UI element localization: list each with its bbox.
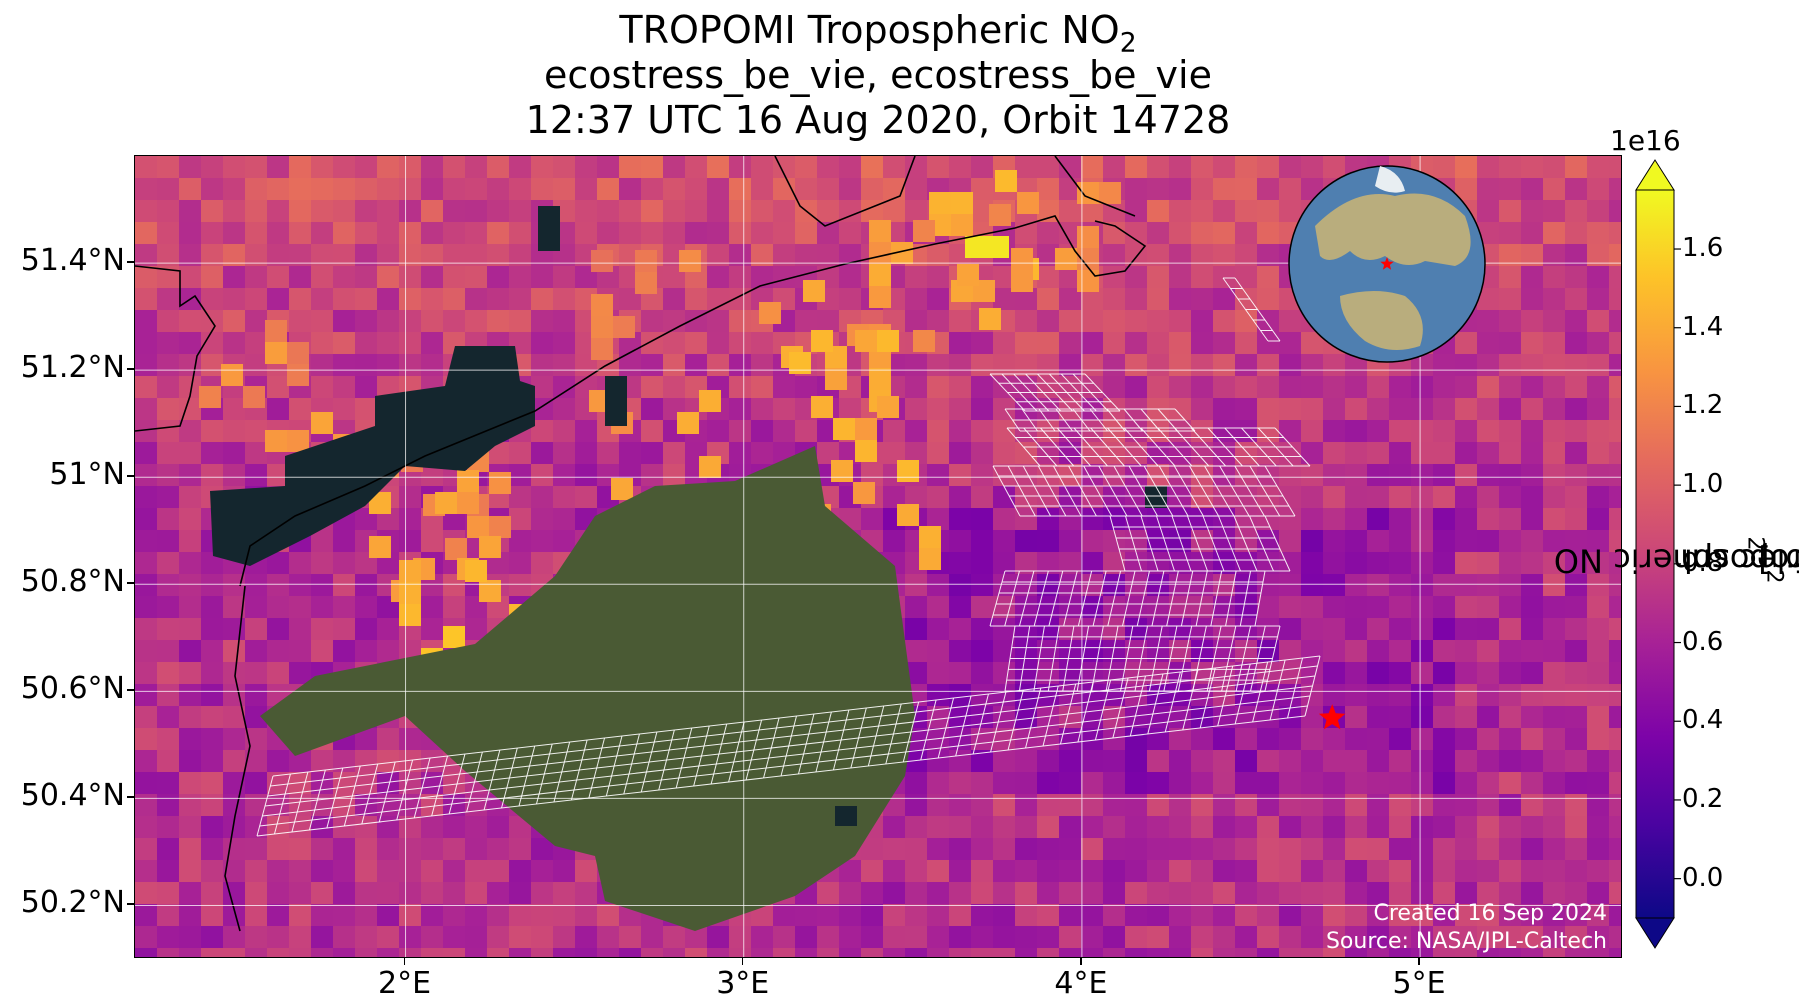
colorbar-tick-label: 1.4 [1682,311,1724,342]
colorbar-exponent: 1e16 [1610,124,1681,157]
lat-tick-mark [127,475,134,477]
colorbar-label: TROPOMI Tropospheric NO2 [molec cm−2] [1554,536,1799,584]
cloud-mask [210,206,1167,826]
credit-created: Created 16 Sep 2024 [1373,901,1608,926]
lat-tick-mark [127,796,134,798]
lat-tick-label: 50.6°N [20,671,125,707]
colorbar-tick-label: 1.2 [1682,390,1724,421]
colorbar [1635,159,1681,949]
lon-tick-mark [1418,958,1420,965]
colorbar-tick-label: 0.2 [1682,783,1724,814]
colorbar-gradient [1636,190,1674,918]
colorbar-tick-label: 1.6 [1682,233,1724,264]
lat-tick-mark [127,582,134,584]
lat-tick-label: 51°N [49,457,125,493]
lon-tick-mark [741,958,744,965]
lat-tick-mark [127,689,134,691]
lon-tick-mark [1080,958,1082,965]
no2-pixel-field [135,156,1621,957]
no2-map-svg [135,156,1621,957]
lat-tick-mark [127,903,134,905]
colorbar-tick-label: 0.8 [1682,547,1724,578]
lat-tick-label: 50.8°N [20,564,125,600]
colorbar-extend-max [1635,159,1675,191]
globe-marker [1380,257,1394,270]
inset-globe [1288,165,1486,363]
target-star-marker[interactable] [1318,704,1346,730]
lon-tick-mark [403,958,406,965]
lat-tick-label: 51.2°N [20,350,125,386]
exposed-land-area [260,446,915,931]
lon-tick-label: 2°E [378,966,432,1001]
colorbar-tick-label: 0.0 [1682,862,1724,893]
colorbar-tick-label: 0.6 [1682,626,1724,657]
map-title-line1: TROPOMI Tropospheric NO2 [619,8,1137,59]
graticule [135,156,1621,957]
ecostress-swath-grid [256,277,1321,837]
coastline [135,156,1147,932]
no2-map-panel[interactable]: Created 16 Sep 2024 Source: NASA/JPL-Cal… [134,155,1622,958]
lat-tick-label: 50.4°N [20,778,125,814]
colorbar-tick-label: 0.4 [1682,705,1724,736]
map-title-line3: 12:37 UTC 16 Aug 2020, Orbit 14728 [525,98,1231,142]
lat-tick-label: 51.4°N [20,243,125,279]
lat-tick-mark [127,368,134,370]
map-title-line2: ecostress_be_vie, ecostress_be_vie [544,53,1212,97]
lat-tick-mark [127,261,134,263]
lon-tick-label: 5°E [1392,966,1446,1001]
colorbar-tick-label: 1.0 [1682,469,1724,500]
credit-source: Source: NASA/JPL-Caltech [1325,929,1607,954]
lon-tick-label: 4°E [1054,966,1108,1001]
colorbar-extend-min [1635,917,1675,949]
lat-tick-label: 50.2°N [20,885,125,921]
lon-tick-label: 3°E [716,966,770,1001]
